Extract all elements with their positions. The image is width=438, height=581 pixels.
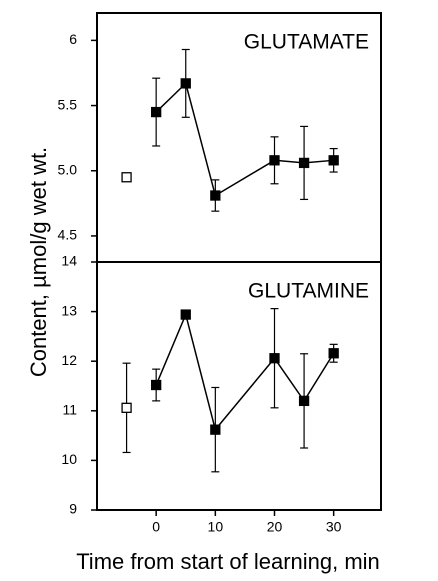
data-point bbox=[269, 155, 280, 166]
data-point bbox=[269, 353, 280, 364]
y-tick-label: 10 bbox=[61, 451, 77, 467]
y-tick-label: 11 bbox=[62, 402, 77, 418]
y-axis-label: Content, µmol/g wet wt. bbox=[26, 147, 51, 377]
data-point bbox=[210, 424, 221, 435]
y-tick-label: 6 bbox=[69, 31, 77, 47]
y-tick-label: 5.5 bbox=[58, 96, 78, 112]
panel-title: GLUTAMINE bbox=[248, 280, 369, 303]
x-tick-label: 20 bbox=[267, 519, 283, 535]
data-line bbox=[155, 81, 334, 197]
x-tick-label: 0 bbox=[152, 519, 160, 535]
y-tick-label: 9 bbox=[69, 501, 77, 517]
data-point bbox=[328, 155, 339, 166]
x-tick-label: 10 bbox=[208, 519, 224, 535]
y-tick-label: 4.5 bbox=[58, 227, 78, 243]
x-tick-label: 30 bbox=[326, 519, 342, 535]
y-tick-label: 5.0 bbox=[58, 161, 78, 177]
data-point bbox=[121, 402, 132, 413]
data-point bbox=[210, 190, 221, 201]
x-axis-label: Time from start of learning, min bbox=[76, 549, 380, 574]
y-tick-label: 14 bbox=[61, 253, 77, 269]
data-point bbox=[298, 395, 310, 407]
data-point bbox=[151, 379, 162, 391]
data-point bbox=[151, 106, 162, 118]
panel-frame bbox=[96, 261, 382, 511]
panel-title: GLUTAMATE bbox=[244, 31, 369, 54]
data-point bbox=[328, 348, 339, 359]
data-line bbox=[155, 312, 335, 432]
y-tick-label: 12 bbox=[61, 352, 77, 368]
data-point bbox=[180, 309, 191, 320]
data-point bbox=[180, 78, 191, 89]
data-point bbox=[121, 172, 132, 183]
data-point bbox=[298, 157, 310, 169]
y-tick-label: 13 bbox=[61, 302, 77, 318]
